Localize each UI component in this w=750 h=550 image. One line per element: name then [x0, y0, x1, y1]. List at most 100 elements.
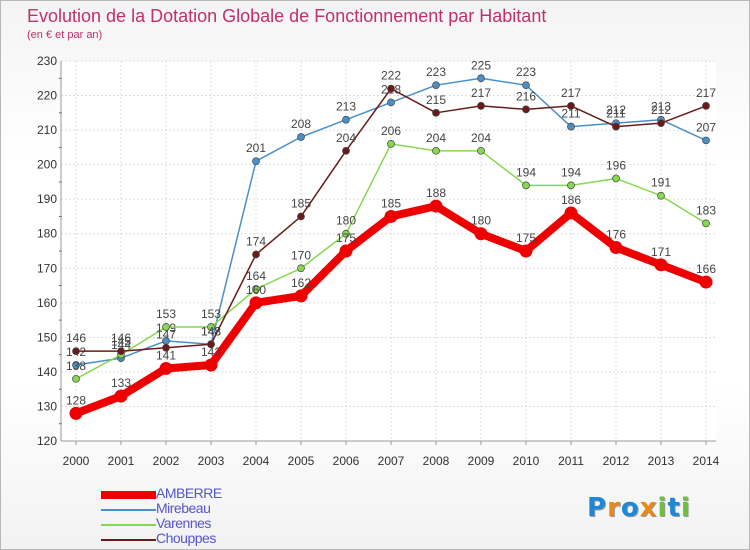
x-tick-label: 2000: [63, 454, 90, 468]
data-point: [114, 389, 128, 403]
x-tick-label: 2014: [693, 454, 720, 468]
data-label: 141: [156, 348, 176, 362]
data-label: 142: [201, 345, 221, 359]
x-tick-label: 2007: [378, 454, 405, 468]
x-tick-label: 2005: [288, 454, 315, 468]
data-point: [432, 81, 440, 90]
data-label: 213: [651, 100, 671, 114]
data-point: [294, 289, 308, 303]
logo-letter: P: [587, 493, 608, 523]
legend-swatch: [101, 509, 156, 511]
legend-item: Varennes: [101, 515, 341, 532]
data-label: 183: [696, 203, 716, 217]
chart-title: Evolution de la Dotation Globale de Fonc…: [27, 6, 547, 26]
logo-letter: x: [639, 493, 658, 523]
data-point: [477, 102, 485, 110]
y-tick-label: 220: [37, 89, 57, 103]
data-point: [384, 209, 398, 223]
data-label: 211: [561, 107, 580, 121]
data-label: 180: [471, 214, 491, 228]
data-label: 217: [561, 86, 581, 100]
data-label: 196: [606, 158, 626, 172]
data-label: 138: [66, 359, 86, 373]
y-tick-label: 140: [37, 365, 57, 379]
data-label: 217: [471, 86, 491, 100]
data-label: 147: [156, 328, 176, 342]
data-point: [522, 105, 530, 114]
y-tick-label: 190: [37, 192, 57, 206]
legend-label: Chouppes: [156, 530, 216, 546]
data-point: [249, 296, 263, 310]
data-point: [567, 102, 575, 110]
data-point: [702, 219, 710, 228]
data-point: [162, 343, 170, 352]
data-label: 186: [561, 193, 581, 207]
data-point: [207, 323, 215, 331]
data-point: [474, 227, 488, 241]
data-point: [339, 244, 353, 258]
legend-item: Chouppes: [101, 530, 341, 547]
proxiti-logo: Proxiti: [587, 493, 691, 523]
data-point: [522, 81, 530, 90]
data-point: [297, 212, 305, 221]
data-point: [252, 285, 260, 293]
data-point: [342, 115, 350, 124]
data-point: [612, 122, 620, 131]
data-point: [252, 250, 260, 259]
data-label: 194: [516, 165, 536, 179]
data-point: [162, 323, 170, 331]
data-label: 194: [561, 165, 581, 179]
data-label: 223: [516, 65, 536, 79]
data-label: 146: [66, 331, 86, 345]
data-label: 211: [606, 107, 625, 121]
data-label: 204: [426, 131, 446, 145]
data-point: [477, 146, 485, 155]
data-label: 191: [651, 176, 671, 190]
data-label: 176: [606, 228, 626, 242]
data-label: 204: [471, 131, 491, 145]
data-point: [432, 146, 440, 155]
data-point: [342, 229, 350, 238]
data-point: [387, 98, 395, 107]
legend-swatch: [101, 524, 156, 526]
data-point: [702, 136, 710, 145]
data-label: 160: [246, 283, 266, 297]
x-tick-label: 2009: [468, 454, 495, 468]
data-point: [72, 347, 80, 356]
x-tick-label: 2010: [513, 454, 540, 468]
x-tick-label: 2011: [558, 454, 584, 468]
chart-subtitle: (en € et par an): [27, 29, 103, 41]
data-label: 217: [696, 86, 716, 100]
data-point: [297, 264, 305, 273]
data-point: [657, 191, 665, 200]
data-point: [117, 347, 125, 356]
y-tick-label: 210: [37, 123, 57, 137]
data-label: 180: [336, 214, 356, 228]
logo-letter: o: [620, 493, 640, 523]
data-label: 206: [381, 124, 401, 138]
data-label: 153: [156, 307, 176, 321]
data-point: [387, 84, 395, 93]
legend-item: AMBERRE: [101, 485, 341, 502]
data-point: [342, 146, 350, 155]
data-label: 212: [651, 103, 671, 117]
data-label: 166: [696, 262, 716, 276]
y-tick-label: 170: [37, 261, 57, 275]
data-point: [387, 140, 395, 148]
data-label: 225: [471, 58, 491, 72]
data-point: [204, 358, 218, 372]
data-label: 128: [66, 393, 86, 407]
data-label: 164: [246, 269, 266, 283]
x-tick-label: 2003: [198, 454, 225, 468]
data-point: [609, 241, 623, 255]
y-tick-label: 180: [37, 227, 57, 241]
data-point: [699, 275, 713, 289]
data-point: [207, 340, 215, 349]
data-label: 212: [606, 103, 626, 117]
data-label: 175: [516, 231, 536, 245]
y-tick-label: 150: [37, 330, 57, 344]
legend-label: AMBERRE: [156, 485, 222, 501]
x-tick-label: 2012: [603, 454, 630, 468]
